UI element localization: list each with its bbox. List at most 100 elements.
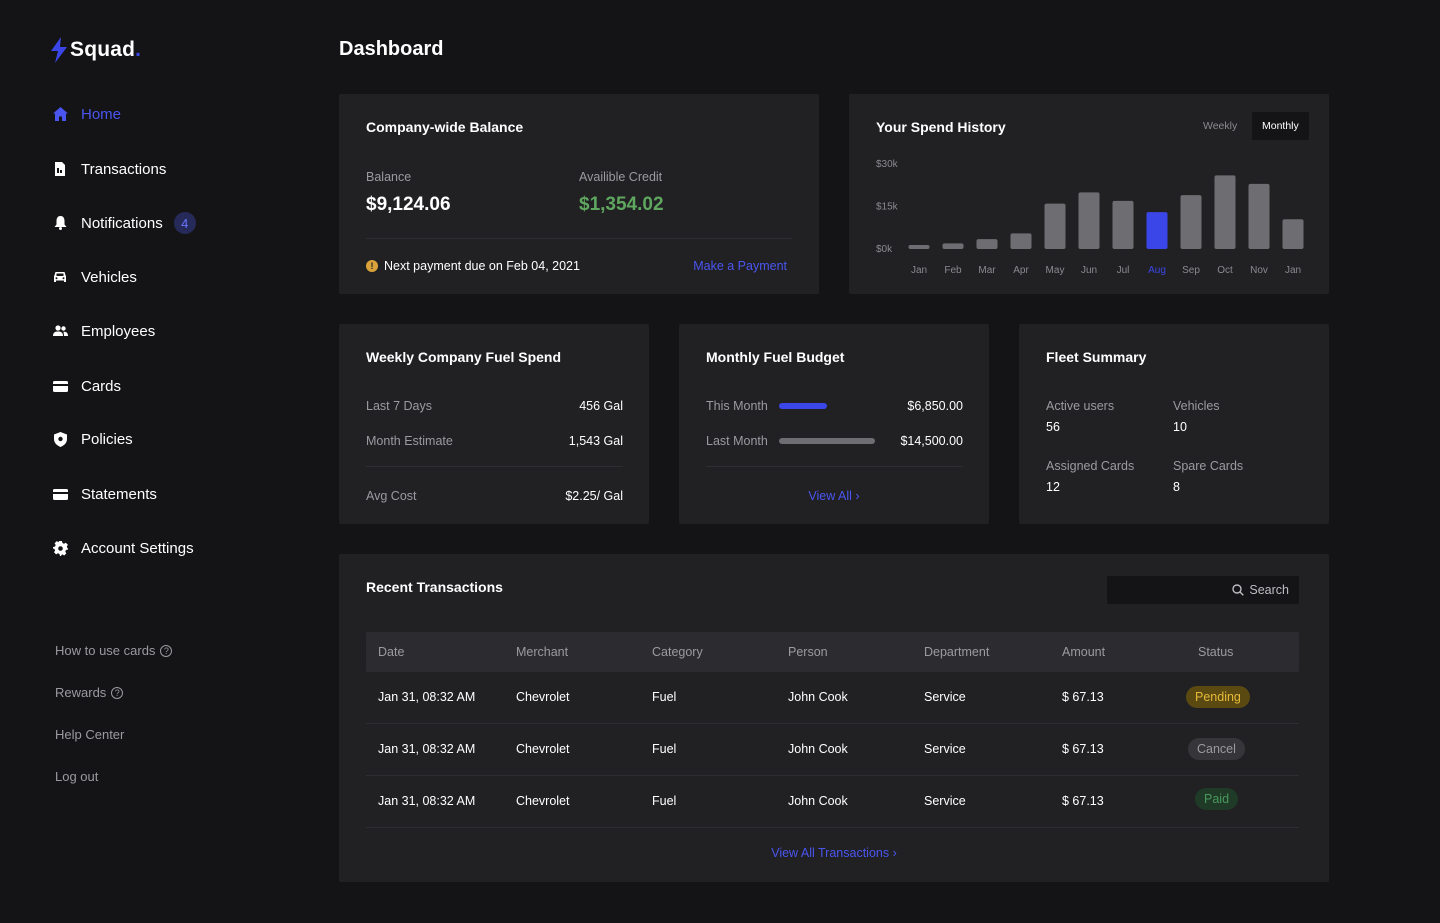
link-label: Rewards [55,685,107,700]
brand-logo[interactable]: Squad. [50,37,141,63]
column-header-department[interactable]: Department [924,645,990,659]
sidebar-item-label: Transactions [81,160,167,178]
how-to-use-cards-link[interactable]: How to use cards ? [55,643,173,658]
x-tick-label: Jul [1117,265,1130,276]
cell-merchant: Chevrolet [516,742,570,756]
cell-amount: $ 67.13 [1062,742,1104,756]
spend-bar[interactable] [1078,192,1100,249]
sidebar-item-label: Home [81,105,122,123]
weekly-fuel-spend-card: Weekly Company Fuel Spend Last 7 Days 45… [339,324,649,524]
table-row[interactable]: Jan 31, 08:32 AM Chevrolet Fuel John Coo… [366,724,1299,776]
column-header-person[interactable]: Person [788,645,828,659]
help-center-link[interactable]: Help Center [55,727,124,742]
x-tick-label: Apr [1013,265,1029,276]
monthly-toggle[interactable]: Monthly [1252,112,1309,140]
status-badge: Pending [1186,686,1250,708]
search-placeholder: Search [1249,583,1289,597]
column-header-status[interactable]: Status [1198,645,1234,659]
card-icon [52,378,68,394]
view-all-transactions-link[interactable]: View All Transactions › [339,846,1329,860]
card-title: Company-wide Balance [366,119,524,135]
sidebar-item-policies[interactable]: Policies [52,427,133,451]
recent-transactions-card: Recent Transactions Search Date Merchant… [339,554,1329,882]
sidebar-item-vehicles[interactable]: Vehicles [52,265,137,289]
credit-label: Availible Credit [579,170,663,184]
sidebar-item-account-settings[interactable]: Account Settings [52,536,194,560]
cell-category: Fuel [652,794,677,808]
brand-name: Squad [70,38,136,61]
table-row[interactable]: Jan 31, 08:32 AM Chevrolet Fuel John Coo… [366,672,1299,724]
table-header: Date Merchant Category Person Department… [366,632,1299,672]
spend-bar[interactable] [1044,203,1066,249]
column-header-date[interactable]: Date [378,645,405,659]
cell-department: Service [924,690,966,704]
spend-bar[interactable] [1010,233,1032,249]
sidebar-item-label: Cards [81,377,122,395]
spend-bar[interactable] [1282,219,1304,249]
x-tick-label: May [1046,265,1065,276]
weekly-toggle[interactable]: Weekly [1203,120,1238,132]
link-label: Log out [55,769,99,784]
spend-bar[interactable] [1214,175,1236,249]
cell-department: Service [924,742,966,756]
spend-history-chart: $30k $15k $0k Jan Feb Mar Apr May Jun Jul Aug Sep Oc… [876,159,1304,276]
cell-date: Jan 31, 08:32 AM [378,742,476,756]
column-header-category[interactable]: Category [652,645,703,659]
help-circle-icon: ? [111,686,124,699]
help-circle-icon: ? [160,644,173,657]
lightning-icon [51,37,67,63]
view-all-budget-link[interactable]: View All › [679,489,989,503]
cell-department: Service [924,794,966,808]
cell-category: Fuel [652,742,677,756]
status-badge: Cancel [1188,738,1245,760]
make-payment-link[interactable]: Make a Payment [693,259,787,273]
sidebar-item-cards[interactable]: Cards [52,374,121,398]
users-icon [52,323,68,339]
card-title: Fleet Summary [1046,349,1147,365]
search-input[interactable]: Search [1107,576,1299,604]
sidebar-item-label: Account Settings [81,539,194,557]
rewards-link[interactable]: Rewards ? [55,685,124,700]
x-tick-label: Jun [1081,265,1097,276]
shield-icon [52,431,68,447]
sidebar-item-notifications[interactable]: Notifications 4 [52,211,196,235]
fuel-row-value: $2.25/ Gal [565,489,623,503]
car-icon [52,269,68,285]
column-header-amount[interactable]: Amount [1062,645,1106,659]
log-out-link[interactable]: Log out [55,769,98,784]
sidebar-item-transactions[interactable]: Transactions [52,157,166,181]
spend-bar[interactable] [1248,183,1270,249]
spend-bar[interactable] [976,239,998,249]
divider [366,466,623,467]
notification-count-badge: 4 [173,212,196,234]
sidebar-item-statements[interactable]: Statements [52,482,157,506]
chevron-right-icon: › [855,489,860,503]
spend-bar[interactable] [1146,212,1168,249]
fleet-stat-value: 56 [1046,420,1060,434]
spend-bar[interactable] [1180,195,1202,249]
sidebar-item-label: Statements [81,485,157,503]
cell-person: John Cook [788,794,848,808]
sidebar-item-label: Vehicles [81,268,137,286]
fleet-stat-label: Spare Cards [1173,459,1244,473]
fleet-stat-value: 8 [1173,480,1180,494]
x-tick-label: Oct [1217,265,1233,276]
card-title: Your Spend History [876,119,1006,135]
sidebar-item-home[interactable]: Home [52,102,121,126]
this-month-progress-bar [779,403,827,409]
monthly-fuel-budget-card: Monthly Fuel Budget This Month $6,850.00… [679,324,989,524]
fleet-stat-value: 12 [1046,480,1060,494]
cell-merchant: Chevrolet [516,690,570,704]
last-month-progress-bar [779,438,875,444]
column-header-merchant[interactable]: Merchant [516,645,569,659]
home-icon [52,106,68,122]
budget-row-value: $14,500.00 [900,434,963,448]
table-row[interactable]: Jan 31, 08:32 AM Chevrolet Fuel John Coo… [366,776,1299,828]
x-tick-label: Sep [1182,265,1200,276]
cell-person: John Cook [788,742,848,756]
spend-bar[interactable] [942,243,964,249]
sidebar-item-employees[interactable]: Employees [52,319,155,343]
spend-bar[interactable] [1112,200,1134,249]
spend-bar[interactable] [908,245,930,249]
fuel-row-value: 456 Gal [579,399,623,413]
